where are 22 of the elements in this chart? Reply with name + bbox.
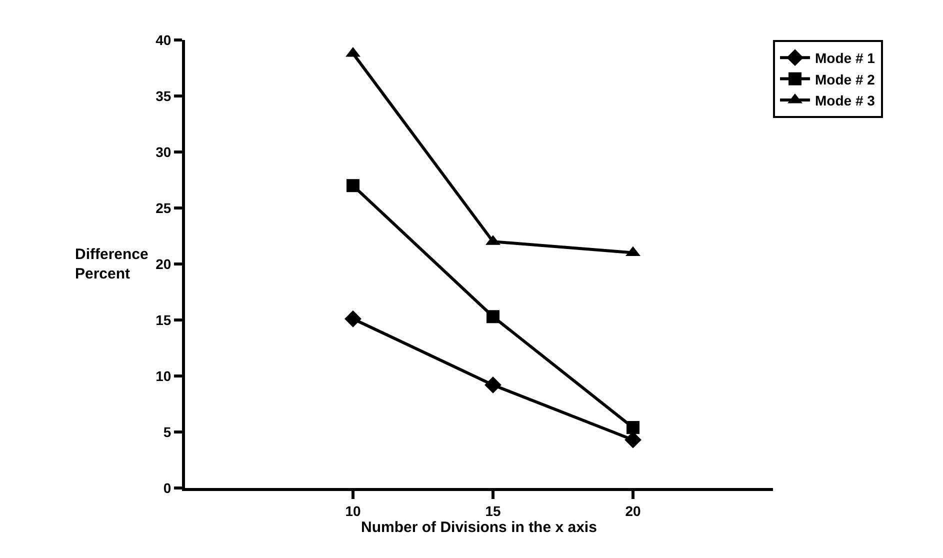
point	[486, 310, 500, 324]
y-tick-label: 20	[156, 256, 172, 272]
y-tick-label: 10	[156, 368, 172, 384]
y-axis-title: Difference Percent	[75, 246, 148, 282]
legend-label: Mode # 2	[815, 71, 876, 88]
y-tick-label: 5	[163, 424, 172, 440]
point	[484, 376, 502, 394]
x-tick-label: 15	[485, 502, 501, 519]
y-tick-label: 30	[156, 144, 172, 160]
x-tick-label: 20	[625, 502, 641, 519]
y-tick-label: 0	[163, 480, 172, 496]
y-tick-label: 25	[156, 200, 172, 216]
legend-label: Mode # 1	[815, 50, 876, 66]
x-axis-title: Number of Divisions in the x axis	[361, 518, 597, 536]
y-tick-label: 35	[156, 88, 172, 104]
x-tick-label: 10	[345, 502, 361, 519]
legend-label: Mode # 3	[815, 92, 876, 108]
y-tick-label: 15	[156, 312, 172, 328]
point	[346, 179, 360, 192]
y-tick-label: 40	[156, 32, 172, 48]
point	[344, 310, 362, 328]
point	[626, 421, 640, 434]
